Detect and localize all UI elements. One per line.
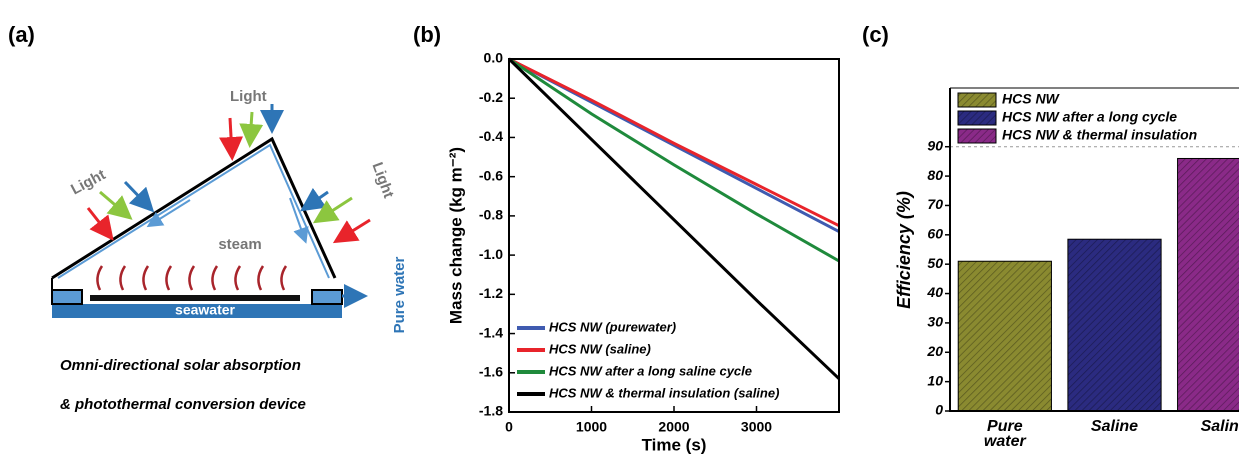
bar-chart: 0 10 20 30 40 50 60 70 80 90 HCS NW HCS NW after a … [894, 87, 1239, 418]
right-reservoir [311, 289, 343, 305]
panel-label: (b) [413, 22, 441, 47]
x-tick-label: Pure water [983, 418, 1026, 450]
x-axis-label: Time (s) [642, 435, 707, 454]
caption: Omni-directional solar absorption [60, 357, 301, 374]
x-tick-label: 1000 [576, 419, 607, 435]
plot-frame [949, 88, 1239, 412]
x-tick-label: 0 [505, 419, 513, 435]
bar-hatch [958, 261, 1052, 411]
x-tick-label: 3000 [741, 419, 772, 435]
steam-label: steam [218, 236, 261, 253]
legend-label: HCS NW [1002, 91, 1061, 107]
bar-hatch [1177, 158, 1239, 411]
data-line [508, 57, 840, 263]
legend-label: HCS NW after a long cycle [1002, 109, 1177, 125]
left-reservoir [51, 289, 83, 305]
steam-arrows [96, 265, 288, 291]
y-tick-label: 70 [927, 196, 943, 212]
light-label: Light [368, 160, 397, 200]
legend-hatch [958, 111, 996, 125]
caption: & photothermal conversion device [60, 396, 306, 413]
y-tick-label: 60 [927, 226, 943, 242]
data-line [507, 57, 841, 380]
y-tick-label: 20 [926, 343, 943, 359]
y-tick-label: -0.2 [479, 89, 503, 105]
plot-frame [508, 58, 840, 413]
seawater-label: seawater [175, 302, 235, 318]
y-tick-label: 0.0 [484, 50, 504, 66]
y-tick-label: 50 [927, 255, 943, 271]
y-tick-label: -1.8 [479, 403, 503, 419]
y-tick-label: 90 [927, 137, 943, 153]
y-tick-label: -1.2 [479, 285, 503, 301]
y-tick-label: 80 [927, 167, 943, 183]
y-tick-label: 40 [926, 284, 943, 300]
y-tick-label: -0.4 [479, 128, 503, 144]
line-chart: 0.0 -0.2 -0.4 -0.6 -0.8 -1.0 -1.2 -1.4 -1.6 -1.80… [446, 50, 841, 454]
y-tick-label: 10 [927, 372, 943, 388]
legend-label: HCS NW & thermal insulation (saline) [549, 385, 779, 400]
absorber [90, 295, 300, 301]
legend-label: HCS NW (saline) [549, 341, 651, 356]
legend-label: HCS NW (purewater) [549, 319, 676, 334]
panel-label: (c) [862, 22, 889, 47]
y-tick-label: -1.0 [479, 246, 503, 262]
y-tick-label: -1.6 [479, 363, 503, 379]
legend-label: HCS NW & thermal insulation [1002, 127, 1197, 143]
light-label: Light [230, 88, 267, 105]
y-tick-label: 0 [935, 402, 943, 418]
y-tick-label: 30 [927, 314, 943, 330]
x-tick-label: Saline [1090, 418, 1139, 435]
y-axis-label: Mass change (kg m⁻²) [446, 147, 465, 324]
cover-outline [51, 136, 337, 280]
legend-hatch [958, 93, 996, 107]
cover-inner [57, 143, 330, 279]
x-tick-label: Saline [1200, 418, 1239, 435]
legend-hatch [958, 129, 996, 143]
x-tick-label: 2000 [658, 419, 689, 435]
y-tick-label: -0.8 [479, 207, 503, 223]
y-tick-label: -0.6 [479, 167, 503, 183]
light-arrows [86, 104, 371, 244]
bar-hatch [1067, 239, 1162, 411]
panel-label: (a) [8, 22, 35, 47]
y-tick-label: -1.4 [479, 324, 503, 340]
y-axis-label: Efficiency (%) [894, 191, 914, 309]
data-line [508, 57, 840, 228]
legend-label: HCS NW after a long saline cycle [549, 363, 752, 378]
device-diagram: Light Light Light steam seawater Pure wa… [51, 88, 408, 413]
outlet-label: Pure water [391, 256, 408, 333]
seawater-band [52, 304, 342, 318]
